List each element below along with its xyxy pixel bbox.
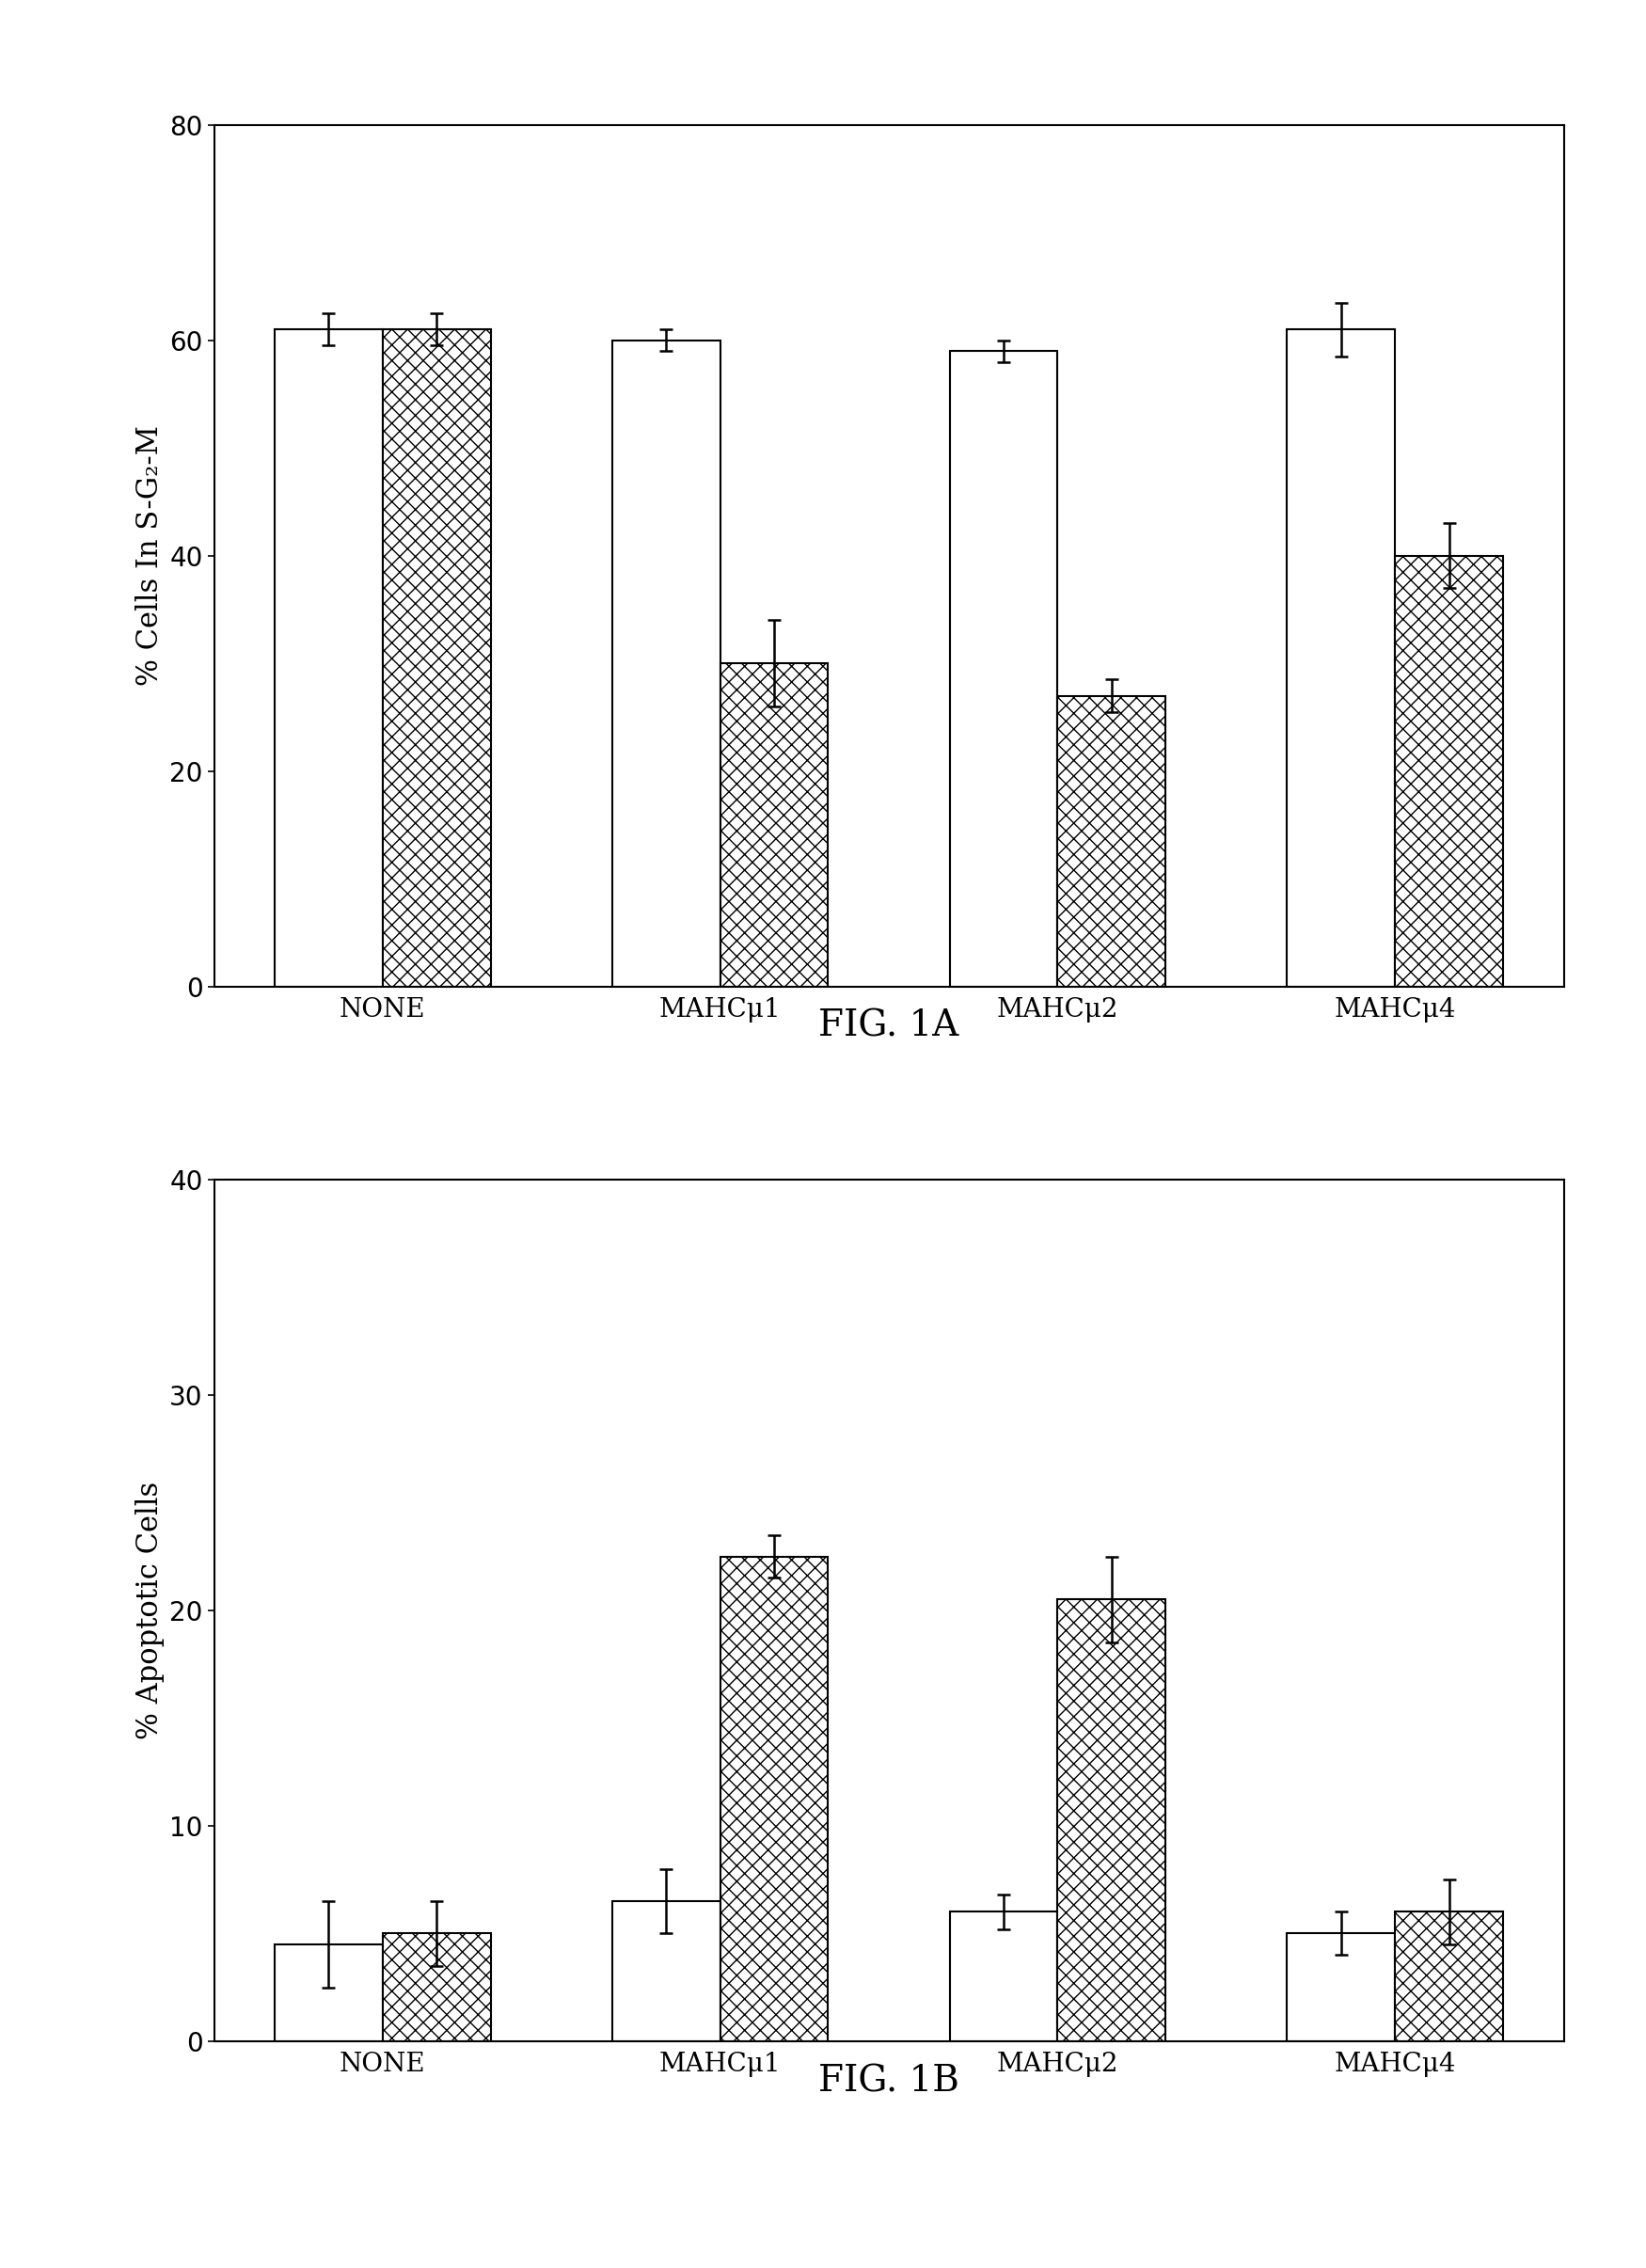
- Text: FIG. 1A: FIG. 1A: [818, 1009, 960, 1043]
- Bar: [950, 352, 1058, 987]
- Bar: [1058, 696, 1165, 987]
- Bar: [612, 1901, 721, 2041]
- Bar: [1396, 1912, 1503, 2041]
- Bar: [721, 662, 828, 987]
- Bar: [382, 1932, 491, 2041]
- Bar: [275, 1944, 382, 2041]
- Y-axis label: % Apoptotic Cells: % Apoptotic Cells: [135, 1481, 165, 1740]
- Bar: [950, 1912, 1058, 2041]
- Bar: [612, 340, 721, 987]
- Bar: [275, 329, 382, 987]
- Text: FIG. 1B: FIG. 1B: [818, 2064, 960, 2098]
- Bar: [382, 329, 491, 987]
- Bar: [1287, 329, 1394, 987]
- Y-axis label: % Cells In S-G₂-M: % Cells In S-G₂-M: [135, 426, 165, 685]
- Bar: [1058, 1599, 1165, 2041]
- Bar: [1396, 556, 1503, 987]
- Bar: [721, 1556, 828, 2041]
- Bar: [1287, 1932, 1394, 2041]
